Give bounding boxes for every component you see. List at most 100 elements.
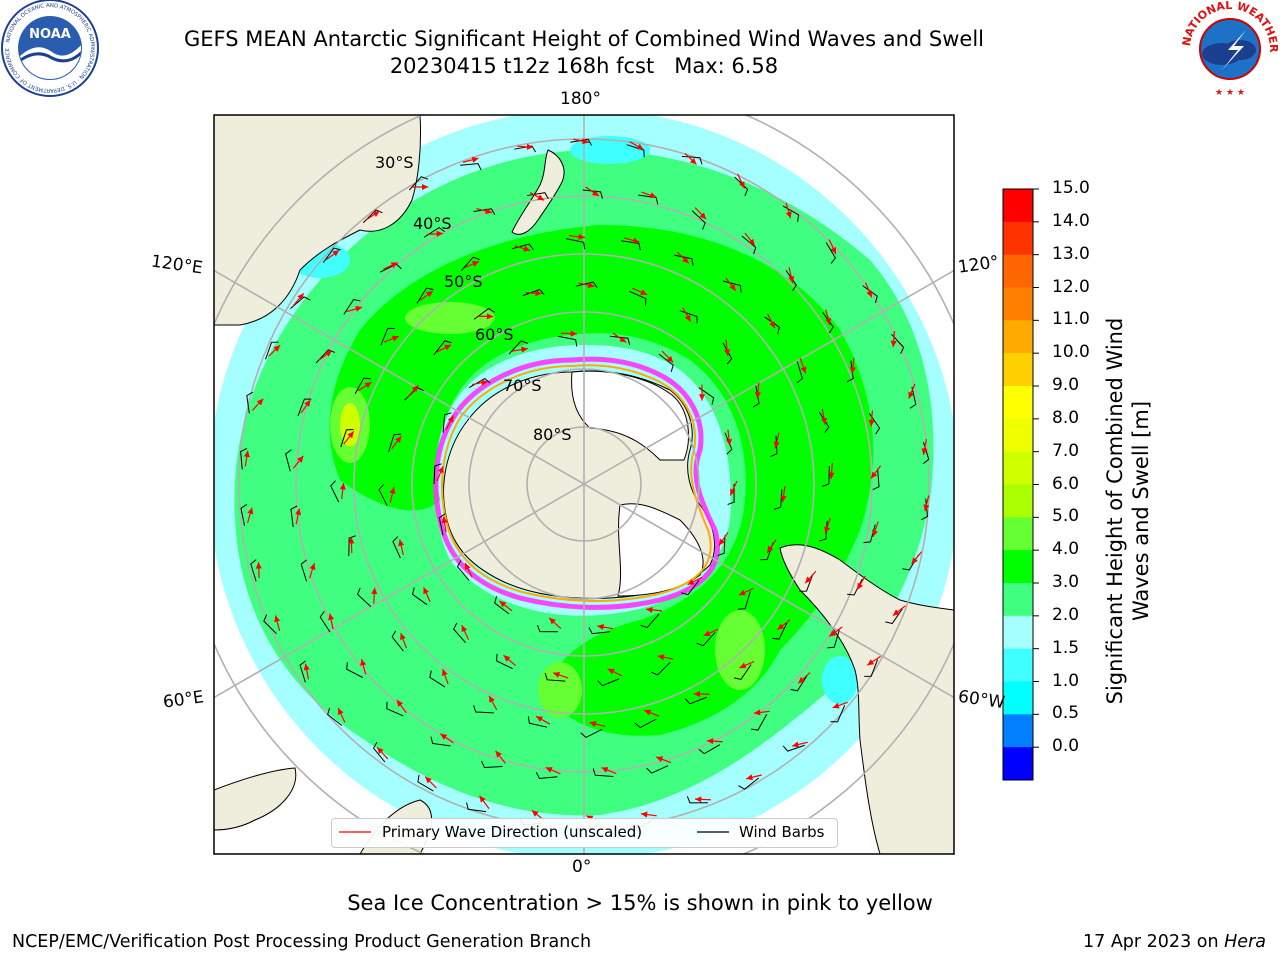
colorbar-swatch (1003, 484, 1033, 518)
wind-barb (646, 765, 669, 774)
wave-arrow-head (309, 563, 316, 571)
wind-barb (582, 189, 603, 199)
wave-arrow-head (274, 615, 281, 623)
colorbar (1002, 188, 1039, 781)
colorbar-tick-label: 15.0 (1052, 178, 1090, 198)
wave-arrow-head (908, 391, 915, 399)
wind-barb (764, 316, 780, 335)
footer-date: 17 Apr 2023 on Hera (1083, 932, 1266, 952)
colorbar-tick-label: 7.0 (1052, 440, 1080, 461)
wave-arrow-head (619, 336, 627, 343)
lat-label-40: 40°S (413, 214, 452, 233)
wind-barb (580, 728, 603, 739)
wind-barb (378, 484, 388, 506)
colorbar-tick-label: 9.0 (1052, 375, 1080, 395)
wave-arrow-head (857, 582, 863, 590)
wind-barb (827, 629, 840, 649)
map-frame (213, 114, 955, 855)
wave-arrow-head (339, 483, 346, 490)
colorbar-tick-label: 4.0 (1052, 539, 1080, 560)
chart-subtitle: 20230415 t12z 168h fcst Max: 6.58 (389, 54, 779, 78)
wind-barb (609, 335, 631, 346)
map-legend: Primary Wave Direction (unscaled) Wind B… (331, 818, 838, 848)
wave-arrow-head (411, 385, 419, 393)
wave-arrow-head (303, 663, 310, 671)
wave-arrow-head (753, 709, 761, 716)
wave-arrow-head (486, 313, 494, 320)
wind-barb (290, 505, 298, 528)
wave-arrow-head (582, 138, 589, 145)
wave-arrow-head (921, 448, 928, 455)
wind-barb (319, 611, 331, 633)
wave-arrow-head (684, 314, 691, 322)
wave-arrow-head (698, 394, 706, 401)
wave-arrow-head (247, 507, 254, 515)
colorbar-swatch (1003, 320, 1033, 354)
wind-barb (299, 660, 306, 683)
noaa-logo: NOAA NATIONAL OCEANIC AND ATMOSPHERIC AD… (1, 0, 99, 97)
wave-arrow-head (398, 539, 405, 547)
colorbar-swatch (1003, 714, 1033, 748)
wind-barb (508, 340, 528, 355)
colorbar-tick-label: 14.0 (1052, 210, 1090, 231)
wave-arrow-head (372, 210, 380, 217)
colorbar-tick-label: 2.0 (1052, 604, 1080, 625)
wind-barb (864, 659, 879, 677)
wind-barb (629, 290, 647, 306)
wave-arrow-head (243, 450, 250, 458)
wave-arrow-head (360, 659, 367, 666)
colorbar-swatch (1003, 583, 1033, 617)
colorbar-swatch (1003, 254, 1033, 288)
wave-arrow-head (694, 796, 702, 803)
wave-arrow-head (872, 529, 878, 537)
wave-arrow-head (437, 466, 444, 474)
legend-barb-label: Wind Barbs (739, 823, 825, 841)
wave-arrow-head (297, 455, 304, 463)
wind-barb (741, 235, 757, 255)
colorbar-swatch (1003, 550, 1033, 584)
africa-land (214, 767, 297, 831)
wind-barb (773, 489, 783, 510)
wave-arrow-head (890, 340, 897, 348)
wave-arrow-head (526, 143, 534, 150)
wave-arrow-head (535, 290, 542, 297)
wave-arrow-head (471, 156, 479, 163)
sea-ice-note: Sea Ice Concentration > 15% is shown in … (347, 891, 933, 915)
wave-arrow-head (255, 562, 262, 569)
svg-text:★ ★ ★: ★ ★ ★ (1215, 88, 1245, 98)
wave-arrow-head (295, 508, 302, 516)
wind-barb (658, 353, 674, 372)
wave-arrow-head (347, 431, 354, 439)
wave-arrow-head (481, 379, 488, 386)
wave-arrow-head (867, 659, 875, 666)
wave-arrow-head (391, 335, 399, 342)
wind-barb (250, 559, 257, 582)
wind-barb (698, 387, 715, 405)
wind-barb (651, 661, 671, 676)
wave-arrow-head (364, 382, 372, 389)
wind-barb (727, 483, 735, 506)
svg-text:NATIONAL WEATHER SERVICE: NATIONAL WEATHER SERVICE (0, 0, 1280, 53)
footer-host: Hera (1224, 932, 1266, 952)
wave-arrow-head (821, 417, 828, 425)
colorbar-tick-label: 3.0 (1052, 572, 1080, 592)
colorbar-tick-label: 10.0 (1052, 342, 1090, 363)
wave-arrow-head (849, 367, 856, 374)
wind-barb (752, 385, 760, 408)
wave-arrow-head (773, 441, 780, 449)
graticule (214, 115, 954, 854)
wind-barb (565, 238, 586, 250)
wind-barb (557, 335, 578, 347)
wind-barb (285, 449, 292, 472)
colorbar-tick-label: 0.5 (1052, 703, 1080, 724)
wind-barb (460, 163, 482, 171)
wave-arrow-head (400, 633, 406, 641)
wave-arrow-head (523, 245, 531, 252)
wind-barb (846, 360, 854, 383)
wave-arrow-head (656, 756, 664, 763)
wave-arrow-head (767, 545, 774, 553)
wave-arrow-head (636, 143, 644, 150)
wave-arrow-head (503, 655, 511, 662)
wind-barb (724, 432, 733, 455)
